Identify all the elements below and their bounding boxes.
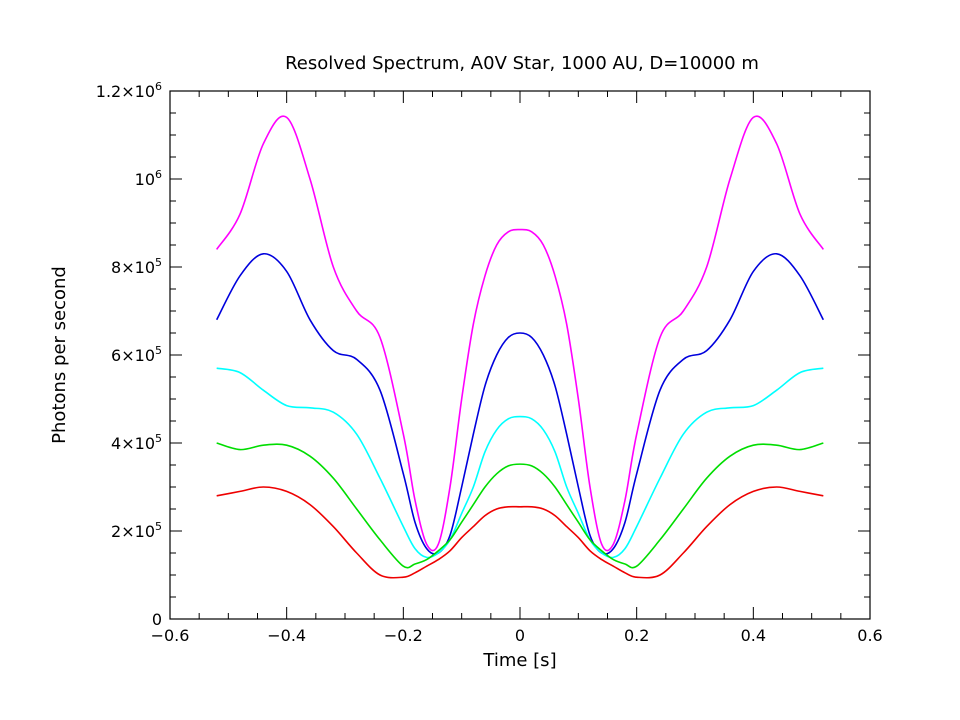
y-tick-label: 1.2×106 bbox=[96, 80, 162, 101]
y-tick-label: 8×105 bbox=[111, 256, 162, 277]
y-tick-exponent: 5 bbox=[155, 256, 162, 269]
y-tick-label: 0 bbox=[152, 610, 162, 629]
x-axis-label: Time [s] bbox=[482, 650, 556, 671]
y-tick-exponent: 5 bbox=[155, 520, 162, 533]
series-line-2 bbox=[216, 367, 824, 559]
x-tick-label: 0.6 bbox=[857, 626, 882, 645]
y-tick-exponent: 5 bbox=[155, 344, 162, 357]
axis-ticks: −0.6 −0.4 −0.2 0 0.2 0.4 0.602×1054×1056×1058×… bbox=[96, 80, 883, 645]
series-line-0 bbox=[216, 115, 824, 552]
y-tick-mantissa: 1.2×10 bbox=[96, 82, 155, 101]
y-tick-label: 6×105 bbox=[111, 344, 162, 365]
x-tick-label: −0.4 bbox=[267, 626, 306, 645]
x-tick-label: −0.6 bbox=[151, 626, 190, 645]
x-tick-label: 0.2 bbox=[624, 626, 649, 645]
y-axis-label: Photons per second bbox=[49, 266, 70, 444]
y-tick-mantissa: 4×10 bbox=[111, 434, 155, 453]
chart-title: Resolved Spectrum, A0V Star, 1000 AU, D=… bbox=[285, 53, 759, 74]
x-tick-label: −0.2 bbox=[384, 626, 423, 645]
y-tick-mantissa: 10 bbox=[135, 170, 155, 189]
x-tick-label: 0.4 bbox=[741, 626, 766, 645]
series-line-4 bbox=[216, 486, 824, 579]
x-tick-label: 0 bbox=[515, 626, 525, 645]
y-tick-mantissa: 8×10 bbox=[111, 258, 155, 277]
series-line-1 bbox=[215, 252, 825, 555]
y-tick-exponent: 6 bbox=[155, 168, 162, 181]
y-tick-mantissa: 6×10 bbox=[111, 346, 155, 365]
y-tick-label: 4×105 bbox=[111, 432, 162, 453]
y-tick-exponent: 6 bbox=[155, 80, 162, 93]
plot-frame bbox=[169, 90, 871, 620]
y-tick-mantissa: 2×10 bbox=[111, 522, 155, 541]
series-line-3 bbox=[216, 442, 824, 569]
y-tick-label: 106 bbox=[135, 168, 162, 189]
y-tick-label: 2×105 bbox=[111, 520, 162, 541]
y-tick-exponent: 5 bbox=[155, 432, 162, 445]
series-layer bbox=[215, 115, 825, 579]
